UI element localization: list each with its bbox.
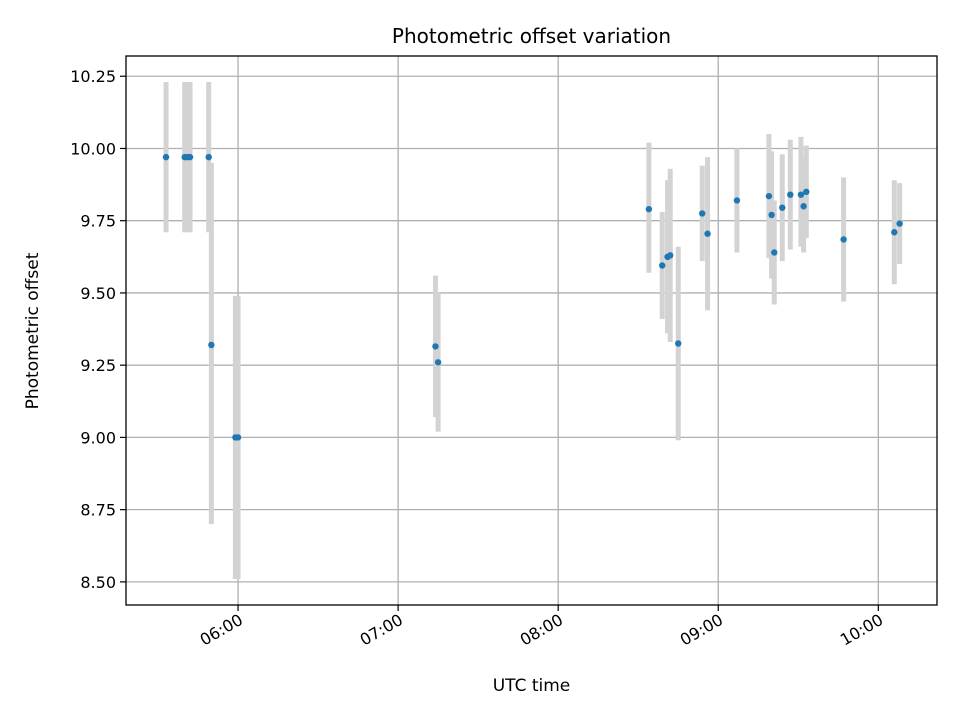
ticks: 06:00 07:00 08:00 09:00 10:008.508.759.009.2… bbox=[70, 67, 886, 649]
data-point bbox=[800, 203, 807, 210]
data-point bbox=[896, 220, 903, 227]
data-point bbox=[659, 262, 666, 269]
y-axis-label: Photometric offset bbox=[23, 252, 43, 409]
data-point bbox=[432, 343, 439, 350]
y-tick-label: 9.25 bbox=[80, 356, 116, 375]
data-point bbox=[840, 236, 847, 243]
data-point bbox=[675, 340, 682, 347]
x-axis-label: UTC time bbox=[493, 676, 571, 696]
data-points bbox=[162, 153, 903, 441]
grid bbox=[126, 56, 937, 605]
chart-title: Photometric offset variation bbox=[392, 24, 671, 48]
data-point bbox=[205, 153, 212, 161]
data-point bbox=[768, 211, 775, 219]
data-point bbox=[234, 434, 242, 441]
data-point bbox=[667, 252, 674, 259]
y-tick-label: 8.50 bbox=[80, 573, 116, 592]
data-point bbox=[208, 341, 215, 349]
y-tick-label: 9.50 bbox=[80, 284, 116, 303]
y-tick-label: 9.00 bbox=[80, 428, 116, 447]
data-point bbox=[162, 153, 170, 161]
data-point bbox=[779, 204, 786, 211]
y-tick-label: 10.00 bbox=[70, 139, 116, 158]
data-point bbox=[733, 197, 741, 204]
data-point bbox=[797, 191, 805, 198]
data-point bbox=[186, 153, 194, 161]
data-point bbox=[891, 229, 898, 236]
data-point bbox=[434, 359, 442, 366]
y-tick-label: 10.25 bbox=[70, 67, 116, 86]
data-point bbox=[699, 210, 706, 217]
data-point bbox=[765, 192, 773, 200]
data-point bbox=[645, 205, 653, 213]
data-point bbox=[704, 230, 711, 237]
y-tick-label: 8.75 bbox=[80, 501, 116, 520]
y-tick-label: 9.75 bbox=[80, 212, 116, 231]
data-point bbox=[803, 188, 810, 196]
plot-frame bbox=[125, 55, 938, 606]
data-point bbox=[787, 191, 794, 198]
data-point bbox=[771, 249, 778, 256]
